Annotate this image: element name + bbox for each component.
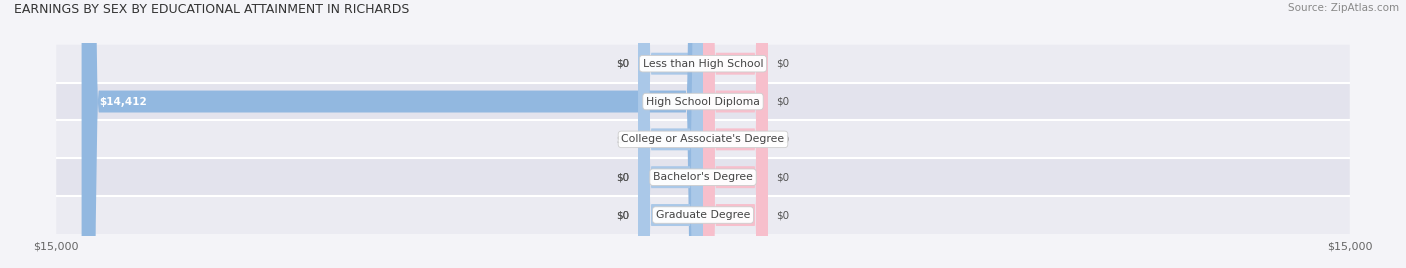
Text: Graduate Degree: Graduate Degree (655, 210, 751, 220)
FancyBboxPatch shape (56, 45, 1350, 83)
Text: $0: $0 (617, 59, 630, 69)
Text: EARNINGS BY SEX BY EDUCATIONAL ATTAINMENT IN RICHARDS: EARNINGS BY SEX BY EDUCATIONAL ATTAINMEN… (14, 3, 409, 16)
Text: Less than High School: Less than High School (643, 59, 763, 69)
Text: $0: $0 (776, 134, 789, 144)
FancyBboxPatch shape (56, 120, 1350, 158)
Text: $0: $0 (776, 59, 789, 69)
Text: Source: ZipAtlas.com: Source: ZipAtlas.com (1288, 3, 1399, 13)
Text: $0: $0 (776, 96, 789, 106)
Text: $0: $0 (617, 59, 630, 69)
FancyBboxPatch shape (56, 158, 1350, 196)
Text: $0: $0 (617, 172, 630, 182)
FancyBboxPatch shape (703, 0, 768, 268)
FancyBboxPatch shape (703, 0, 768, 268)
FancyBboxPatch shape (82, 0, 703, 268)
Text: $0: $0 (617, 210, 630, 220)
FancyBboxPatch shape (703, 0, 768, 268)
Text: $0: $0 (617, 210, 630, 220)
Text: $0: $0 (617, 172, 630, 182)
FancyBboxPatch shape (56, 83, 1350, 120)
Text: $14,412: $14,412 (98, 96, 146, 106)
FancyBboxPatch shape (638, 0, 703, 268)
Text: $0: $0 (776, 210, 789, 220)
Text: $0: $0 (617, 134, 630, 144)
Text: $0: $0 (617, 134, 630, 144)
FancyBboxPatch shape (638, 0, 703, 268)
FancyBboxPatch shape (703, 0, 768, 268)
Text: $0: $0 (776, 172, 789, 182)
FancyBboxPatch shape (638, 0, 703, 268)
FancyBboxPatch shape (703, 0, 768, 268)
FancyBboxPatch shape (56, 196, 1350, 234)
FancyBboxPatch shape (638, 0, 703, 268)
Text: Bachelor's Degree: Bachelor's Degree (652, 172, 754, 182)
Text: High School Diploma: High School Diploma (647, 96, 759, 106)
Text: College or Associate's Degree: College or Associate's Degree (621, 134, 785, 144)
